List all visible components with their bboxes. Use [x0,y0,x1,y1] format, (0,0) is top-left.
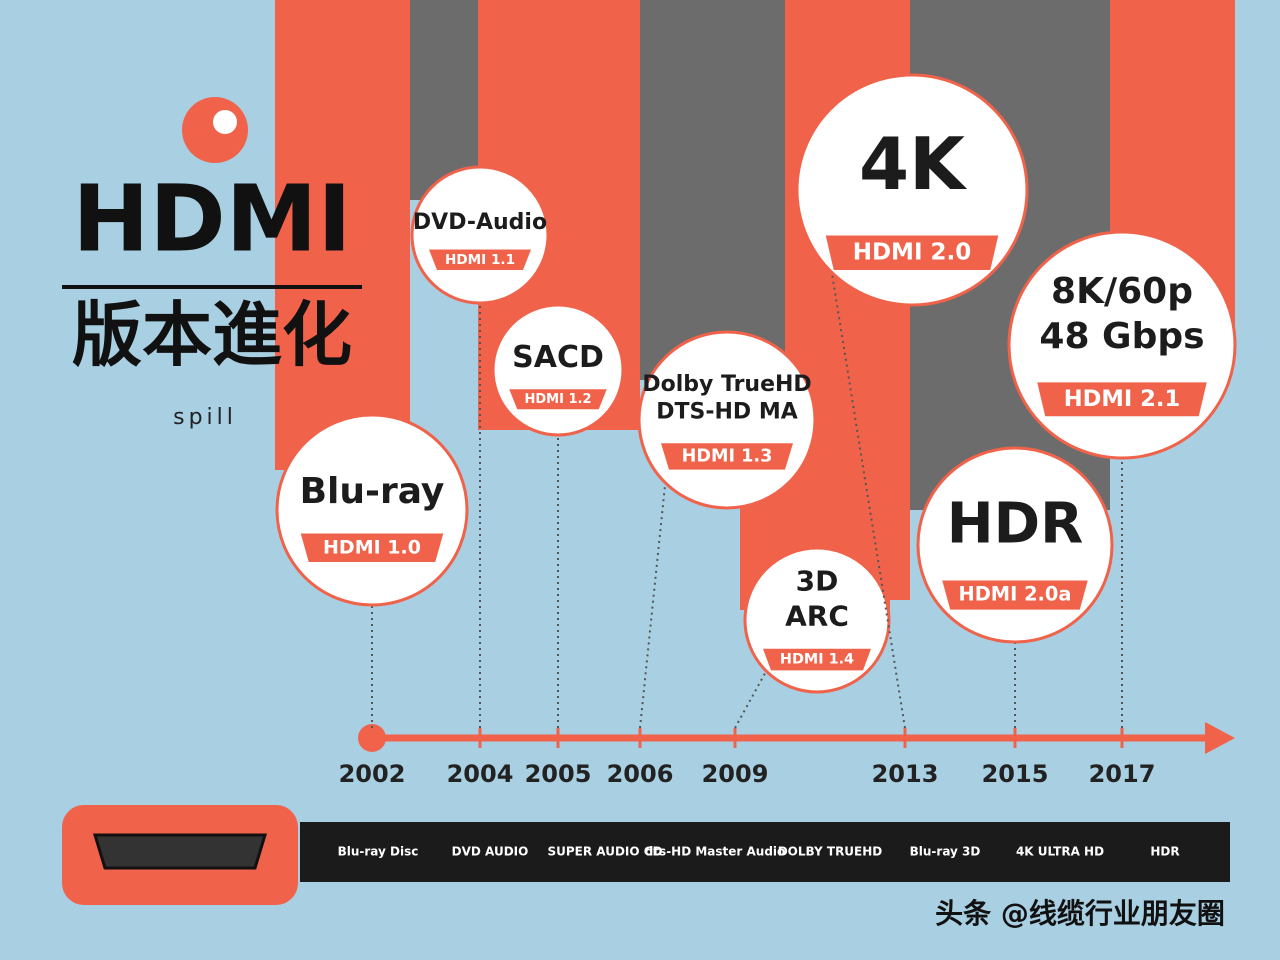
milestone-circle [410,165,550,305]
milestone-label: 48 Gbps [1039,316,1204,357]
format-logo: HDR [1150,845,1179,859]
year-label: 2005 [525,760,592,788]
milestone-label: Blu-ray [300,471,445,512]
format-logo: dts-HD Master Audio [645,845,786,859]
year-label: 2015 [982,760,1049,788]
version-badge [300,533,444,562]
brand-icon [182,97,248,163]
year-label: 2009 [702,760,769,788]
timeline [358,722,1235,754]
year-label: 2002 [339,760,406,788]
milestone-label: SACD [512,340,604,375]
brand-icon-dot [213,110,237,134]
version-label: HDMI 1.1 [445,252,515,268]
brand: spill [173,405,237,430]
year-label: 2006 [607,760,674,788]
connector-icon [92,833,268,870]
title-rule [62,285,362,289]
year-label: 2017 [1089,760,1156,788]
version-badge [942,580,1088,610]
milestone-label: ARC [785,600,849,633]
version-label: HDMI 1.2 [525,392,592,407]
version-badge [509,389,607,410]
version-badge [763,648,871,671]
version-badge [1037,382,1207,417]
milestone-label: DVD-Audio [413,210,547,235]
year-label: 2013 [872,760,939,788]
year-label: 2004 [447,760,514,788]
format-logo: Blu-ray 3D [910,845,981,859]
version-label: HDMI 2.0a [958,583,1071,606]
milestone-label: 3D [796,565,839,598]
version-label: HDMI 1.4 [780,652,854,668]
subtitle: 版本進化 [72,294,352,376]
version-label: HDMI 1.3 [682,446,773,466]
milestone-label: HDR [947,492,1083,557]
stem [734,669,768,729]
format-logo: Blu-ray Disc [338,845,419,859]
version-badge [661,443,793,470]
milestone-label: 8K/60p [1051,271,1193,312]
format-logo: SUPER AUDIO CD [547,845,662,859]
format-logo: 4K ULTRA HD [1016,845,1104,859]
format-logo: DOLBY TRUEHD [778,845,883,859]
title: HDMI [72,165,351,272]
stem [639,481,667,729]
version-label: HDMI 1.0 [323,536,421,558]
format-logo: DVD AUDIO [452,845,529,859]
version-badge [825,235,999,270]
version-label: HDMI 2.0 [853,239,972,265]
milestone-label: 4K [859,122,967,206]
milestone-label: Dolby TrueHD [642,372,811,397]
watermark: 头条 @线缆行业朋友圈 [935,897,1225,930]
milestone-label: DTS-HD MA [656,399,798,424]
version-label: HDMI 2.1 [1064,386,1180,412]
version-badge [429,249,531,270]
logo-strip [300,822,1230,882]
